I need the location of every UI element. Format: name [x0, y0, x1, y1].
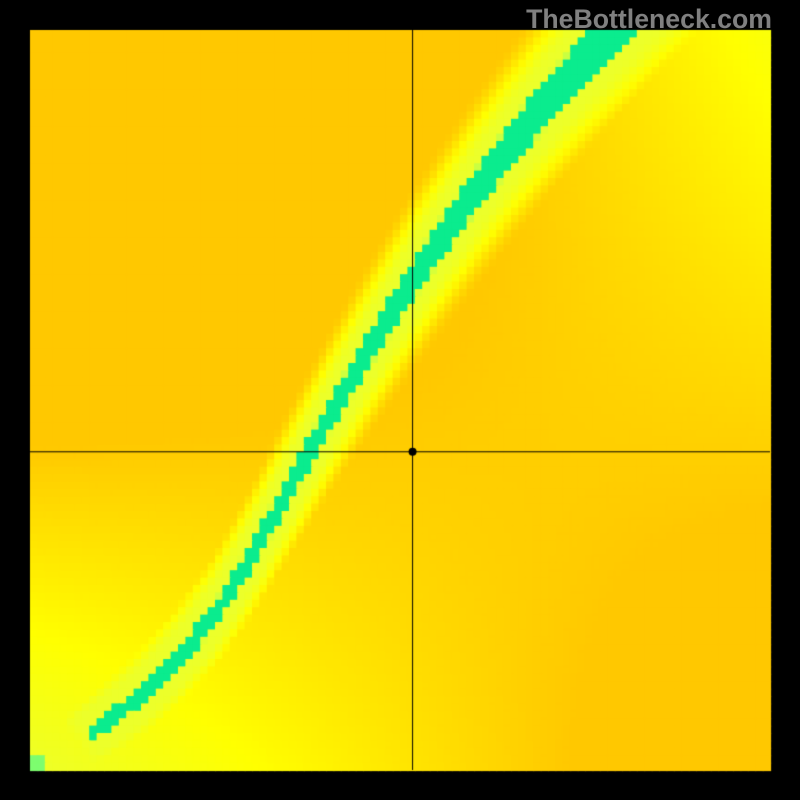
heatmap-canvas [0, 0, 800, 800]
watermark-text: TheBottleneck.com [526, 4, 772, 35]
chart-container: TheBottleneck.com [0, 0, 800, 800]
